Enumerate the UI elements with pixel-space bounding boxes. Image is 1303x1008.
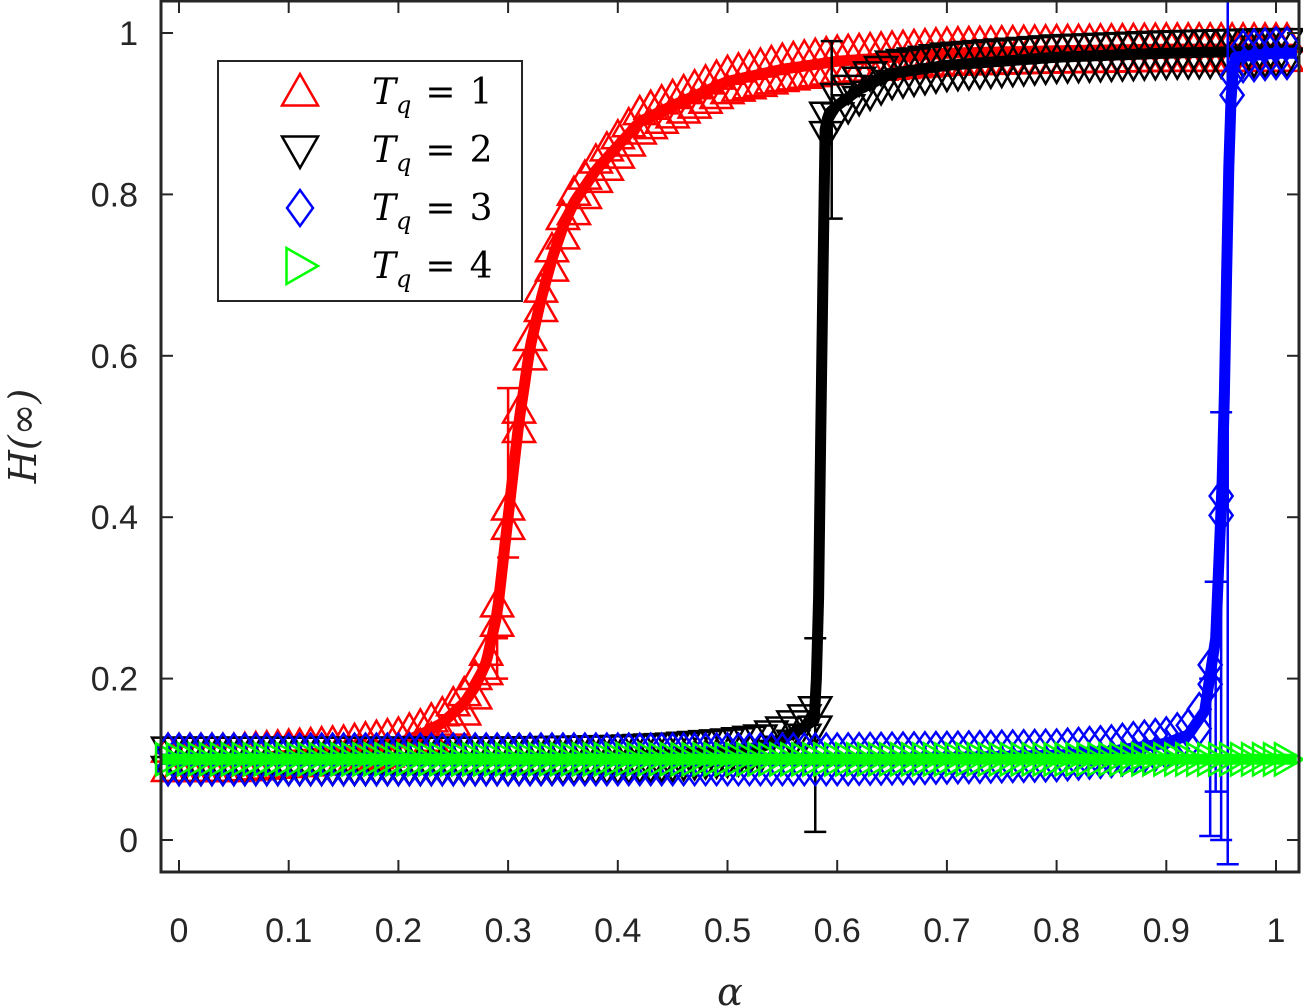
triangle-down-marker-icon bbox=[279, 135, 321, 171]
legend-item-3: Tq = 3 bbox=[285, 187, 492, 235]
x-tick-label: 0.6 bbox=[814, 912, 861, 950]
y-tick-label: 0.8 bbox=[91, 176, 138, 214]
triangle-up-marker-icon bbox=[279, 71, 321, 107]
triangle-right-marker-icon bbox=[285, 245, 321, 287]
x-tick-label: 0.5 bbox=[704, 912, 751, 950]
x-tick-label: 0 bbox=[170, 912, 189, 950]
legend-label: Tq = 3 bbox=[372, 188, 492, 235]
x-axis-label: α bbox=[717, 970, 743, 1008]
x-tick-label: 0.2 bbox=[375, 912, 422, 950]
x-tick-label: 0.3 bbox=[484, 912, 531, 950]
legend: Tq = 1 Tq = 2 Tq = 3 Tq = 4 bbox=[217, 60, 523, 302]
legend-label: Tq = 4 bbox=[372, 246, 492, 293]
legend-label: Tq = 2 bbox=[372, 130, 492, 177]
x-tick-label: 0.7 bbox=[923, 912, 970, 950]
series-4 bbox=[154, 741, 1303, 778]
y-tick-label: 0.4 bbox=[91, 499, 138, 537]
x-tick-label: 0.9 bbox=[1143, 912, 1190, 950]
x-tick-label: 0.1 bbox=[265, 912, 312, 950]
y-axis-label: H(∞) bbox=[1, 389, 45, 484]
legend-item-1: Tq = 1 bbox=[279, 71, 492, 119]
x-tick-label: 0.8 bbox=[1033, 912, 1080, 950]
legend-box bbox=[217, 60, 523, 302]
x-tick-label: 0.4 bbox=[594, 912, 641, 950]
y-tick-label: 0.2 bbox=[91, 661, 138, 699]
legend-label: Tq = 1 bbox=[372, 72, 492, 119]
diamond-marker-icon bbox=[285, 187, 315, 229]
y-tick-label: 0 bbox=[119, 822, 138, 860]
plot-area-frame bbox=[159, 0, 1301, 874]
x-tick-label: 1 bbox=[1267, 912, 1286, 950]
legend-item-4: Tq = 4 bbox=[285, 245, 492, 293]
axis-ticks: 0 0.1 0.2 0.3 0.4 0.5 0.6 0.7 0.8 0.9 1 0 0.2 0.4 0.6 0… bbox=[91, 1, 1299, 950]
y-tick-label: 0.6 bbox=[91, 338, 138, 376]
series-layer bbox=[149, 0, 1303, 866]
legend-item-2: Tq = 2 bbox=[279, 130, 492, 177]
y-tick-label: 1 bbox=[119, 15, 138, 53]
